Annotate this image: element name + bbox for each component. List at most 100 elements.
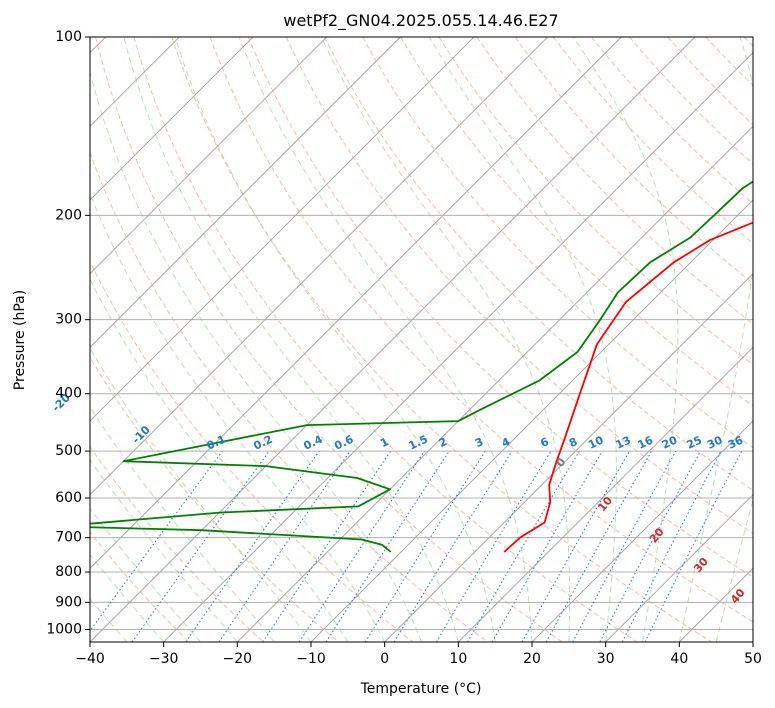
y-tick-label: 700 — [55, 530, 82, 546]
dry-adiabat — [90, 151, 488, 642]
mixing-ratio-label: 3 — [473, 435, 485, 450]
dry-adiabat — [438, 37, 753, 366]
x-tick-label: 40 — [670, 651, 688, 667]
dry-adiabat — [209, 37, 753, 623]
isotherm-gridline — [605, 493, 753, 642]
mixing-ratio-line — [90, 450, 223, 632]
x-tick-label: −40 — [75, 651, 105, 667]
plot-area: -100-90-80-70-60-50-40-30-20-100.10.20.4… — [50, 36, 754, 643]
moist-adiabat — [90, 192, 386, 642]
mixing-ratio-label: 0.4 — [301, 433, 324, 453]
y-tick-label: 1000 — [46, 621, 82, 637]
dry-adiabat — [90, 356, 339, 642]
y-tick-label: 800 — [55, 564, 82, 580]
mixing-ratio-line — [572, 450, 677, 642]
mixing-ratio-label: 1 — [378, 435, 390, 450]
isotherm-gridline — [384, 272, 753, 642]
moist-adiabat — [90, 598, 128, 642]
moist-adiabat-label: 0 — [554, 455, 569, 469]
moist-adiabat — [90, 70, 422, 642]
x-tick-label: −20 — [223, 651, 253, 667]
moist-adiabat — [572, 37, 679, 642]
dry-adiabat — [133, 37, 638, 642]
mixing-ratio-label: 8 — [567, 435, 579, 450]
isotherm-gridline — [90, 37, 254, 201]
isotherm-gridline — [678, 567, 753, 642]
dry-adiabat — [591, 37, 753, 205]
mixing-ratio-line — [545, 450, 653, 642]
x-axis: −40 −30 −20 −10 0 10 20 30 40 50 — [75, 642, 762, 667]
mixing-ratio-line — [467, 450, 580, 642]
isotherm-gridline — [90, 37, 696, 642]
mixing-ratio-line — [325, 450, 450, 642]
mixing-ratio-label: 30 — [705, 433, 725, 451]
x-tick-label: 50 — [744, 651, 762, 667]
dewpoint-profile — [90, 180, 753, 553]
y-axis: 100 200 300 400 500 600 700 800 900 1000 — [46, 29, 90, 637]
isotherm-gridline — [457, 346, 753, 642]
mixing-ratio-line — [262, 450, 392, 642]
dry-adiabat — [705, 37, 753, 87]
moist-adiabat — [678, 37, 753, 642]
moist-adiabat — [90, 347, 312, 642]
isotherm-gridline — [752, 641, 753, 642]
isotherm-gridline — [90, 37, 401, 349]
moist-adiabat-label: 10 — [595, 494, 615, 514]
x-tick-label: −30 — [149, 651, 179, 667]
isotherm-gridline — [310, 199, 753, 642]
isotherm-gridline — [90, 37, 622, 570]
y-tick-label: 200 — [55, 207, 82, 223]
mixing-ratio-line — [435, 450, 552, 642]
moist-adiabat — [90, 459, 238, 642]
mixing-ratio-label: 6 — [538, 435, 551, 450]
x-tick-label: 30 — [597, 651, 615, 667]
moist-adiabat — [123, 37, 459, 642]
moist-adiabat-label: 40 — [728, 586, 748, 606]
mixing-ratio-line — [218, 450, 351, 642]
plot-frame — [89, 36, 754, 643]
isotherm-gridline — [90, 37, 549, 496]
moist-adiabat — [90, 553, 165, 642]
dry-adiabat — [95, 37, 563, 642]
dry-adiabat — [743, 37, 753, 47]
mixing-ratio-label: 2 — [437, 435, 449, 450]
mixing-ratio-line — [131, 450, 270, 642]
isotherm-gridline — [163, 51, 753, 642]
mixing-ratio-label: 0.1 — [205, 433, 228, 453]
moist-adiabat — [238, 37, 533, 642]
y-axis-label: Pressure (hPa) — [12, 290, 28, 390]
mixing-ratio-label: 36 — [726, 433, 746, 451]
moist-adiabat-label: 20 — [647, 525, 667, 545]
mixing-ratio-line — [644, 450, 743, 642]
mixing-ratio-label: 25 — [685, 434, 704, 452]
dry-adiabat — [285, 37, 753, 534]
x-tick-label: 10 — [449, 651, 467, 667]
moist-adiabat — [428, 37, 617, 642]
isotherm-gridline — [90, 37, 475, 422]
mixing-ratio-line — [621, 450, 722, 642]
chart-title: wetPf2_GN04.2025.055.14.46.E27 — [283, 11, 558, 31]
dry-adiabat — [171, 37, 712, 642]
moist-adiabat — [90, 406, 275, 642]
dry-adiabat — [90, 260, 414, 642]
y-tick-label: 400 — [55, 386, 82, 402]
mixing-ratio-line — [393, 450, 513, 642]
isotherm-gridline — [531, 420, 753, 642]
moist-adiabat — [90, 507, 201, 642]
mixing-ratio-label: 10 — [586, 433, 606, 451]
dry-adiabat — [514, 37, 753, 285]
dry-adiabat — [90, 531, 190, 642]
mixing-ratio-line — [521, 450, 630, 642]
isotherm-gridline — [90, 37, 328, 275]
dry-adiabat — [400, 37, 753, 407]
x-axis-label: Temperature (°C) — [360, 681, 482, 697]
dry-adiabat-label: -10 — [130, 423, 153, 446]
dry-adiabat — [90, 445, 264, 642]
moist-adiabat — [320, 37, 571, 642]
y-tick-label: 600 — [55, 490, 82, 506]
y-tick-label: 900 — [55, 594, 82, 610]
dry-adiabat — [324, 37, 753, 491]
dry-adiabat — [247, 37, 753, 578]
y-tick-label: 300 — [55, 312, 82, 328]
